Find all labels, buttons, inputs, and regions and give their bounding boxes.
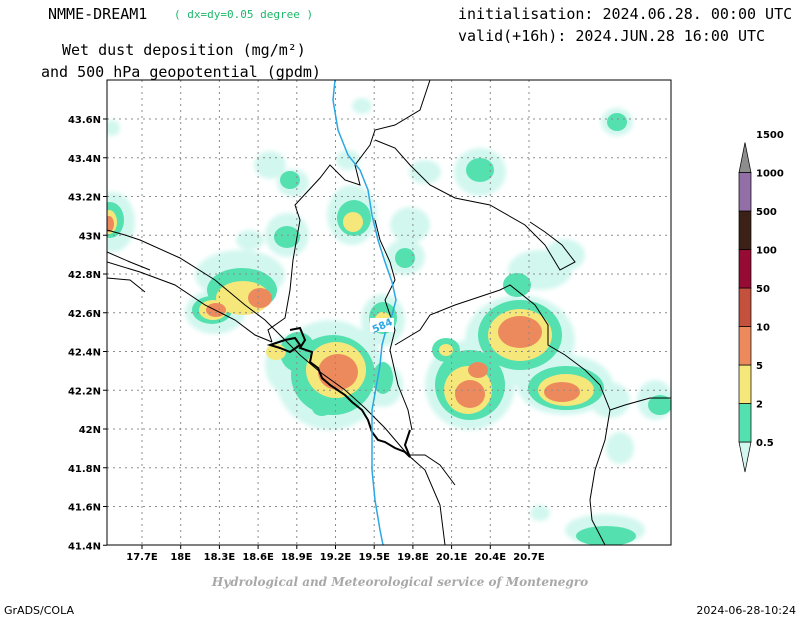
chart-title-line1: Wet dust deposition (mg/m²) <box>62 41 306 59</box>
lat-tick-label: 42.6N <box>68 309 101 320</box>
lon-tick-label: 19.2E <box>320 552 352 563</box>
colorbar-label: 1500 <box>756 130 784 141</box>
lat-tick-label: 41.8N <box>68 464 101 475</box>
colorbar-segment <box>738 210 752 250</box>
contour-label-bg <box>370 318 394 332</box>
colorbar-label: 10 <box>756 323 770 334</box>
credit-text: Hydrological and Meteorological service … <box>211 575 589 589</box>
valid-time: valid(+16h): 2024.JUN.28 16:00 UTC <box>458 27 766 45</box>
lat-tick-label: 43.2N <box>68 193 101 204</box>
lat-tick-label: 42.8N <box>68 270 101 281</box>
colorbar-segment <box>738 441 752 473</box>
lat-tick-label: 41.4N <box>68 541 101 552</box>
colorbar-label: 5 <box>756 361 763 372</box>
colorbar-segment <box>738 249 752 289</box>
montenegro-coastline <box>266 326 411 458</box>
colorbar-segment <box>738 364 752 404</box>
colorbar-segment <box>738 142 752 173</box>
colorbar-segment <box>738 403 752 443</box>
colorbar-label: 1000 <box>756 169 784 180</box>
chart-title-line2: and 500 hPa geopotential (gpdm) <box>41 63 321 81</box>
colorbar-segment <box>738 287 752 327</box>
render-timestamp: 2024-06-28-10:24 <box>696 604 796 617</box>
software-label: GrADS/COLA <box>4 604 74 617</box>
model-resolution: ( dx=dy=0.05 degree ) <box>174 8 314 21</box>
model-title: NMME-DREAM1 <box>48 5 148 23</box>
lon-tick-label: 18E <box>170 552 191 563</box>
lon-tick-label: 20.1E <box>436 552 468 563</box>
lat-tick-label: 42.2N <box>68 386 101 397</box>
lon-tick-label: 19.5E <box>358 552 390 563</box>
lat-tick-label: 42.4N <box>68 348 101 359</box>
colorbar-label: 100 <box>756 246 777 257</box>
colorbar-label: 500 <box>756 207 777 218</box>
lon-tick-label: 18.3E <box>204 552 236 563</box>
deposition-level-10 <box>107 216 580 408</box>
lon-tick-label: 18.6E <box>242 552 274 563</box>
lon-tick-label: 20.7E <box>513 552 545 563</box>
colorbar-label: 2 <box>756 400 763 411</box>
latitude-ticks: 43.6N 43.4N 43.2N 43N 42.8N 42.6N 42.4N 42.2N 42… <box>68 115 107 552</box>
longitude-ticks: 17.7E 18E 18.3E 18.6E 18.9E 19.2E 19.5E 19.8E 20… <box>126 545 545 563</box>
lat-tick-label: 43.6N <box>68 115 101 126</box>
initialisation-time: initialisation: 2024.06.28. 00:00 UTC <box>458 5 793 23</box>
lat-tick-label: 43.4N <box>68 154 101 165</box>
lon-tick-label: 19.8E <box>397 552 429 563</box>
deposition-field <box>107 98 671 545</box>
colorbar-segment <box>738 172 752 212</box>
lon-tick-label: 17.7E <box>126 552 158 563</box>
colorbar: 0.5 2 5 10 50 100 500 1000 1500 <box>738 130 784 473</box>
geopotential-contour <box>332 80 397 545</box>
colorbar-label: 0.5 <box>756 438 774 449</box>
lon-tick-label: 20.4E <box>475 552 507 563</box>
borders <box>107 80 671 545</box>
lat-tick-label: 41.6N <box>68 503 101 514</box>
lon-tick-label: 18.9E <box>281 552 313 563</box>
lat-tick-label: 42N <box>79 425 101 436</box>
colorbar-segment <box>738 326 752 366</box>
lat-tick-label: 43N <box>79 231 101 242</box>
colorbar-label: 50 <box>756 284 770 295</box>
